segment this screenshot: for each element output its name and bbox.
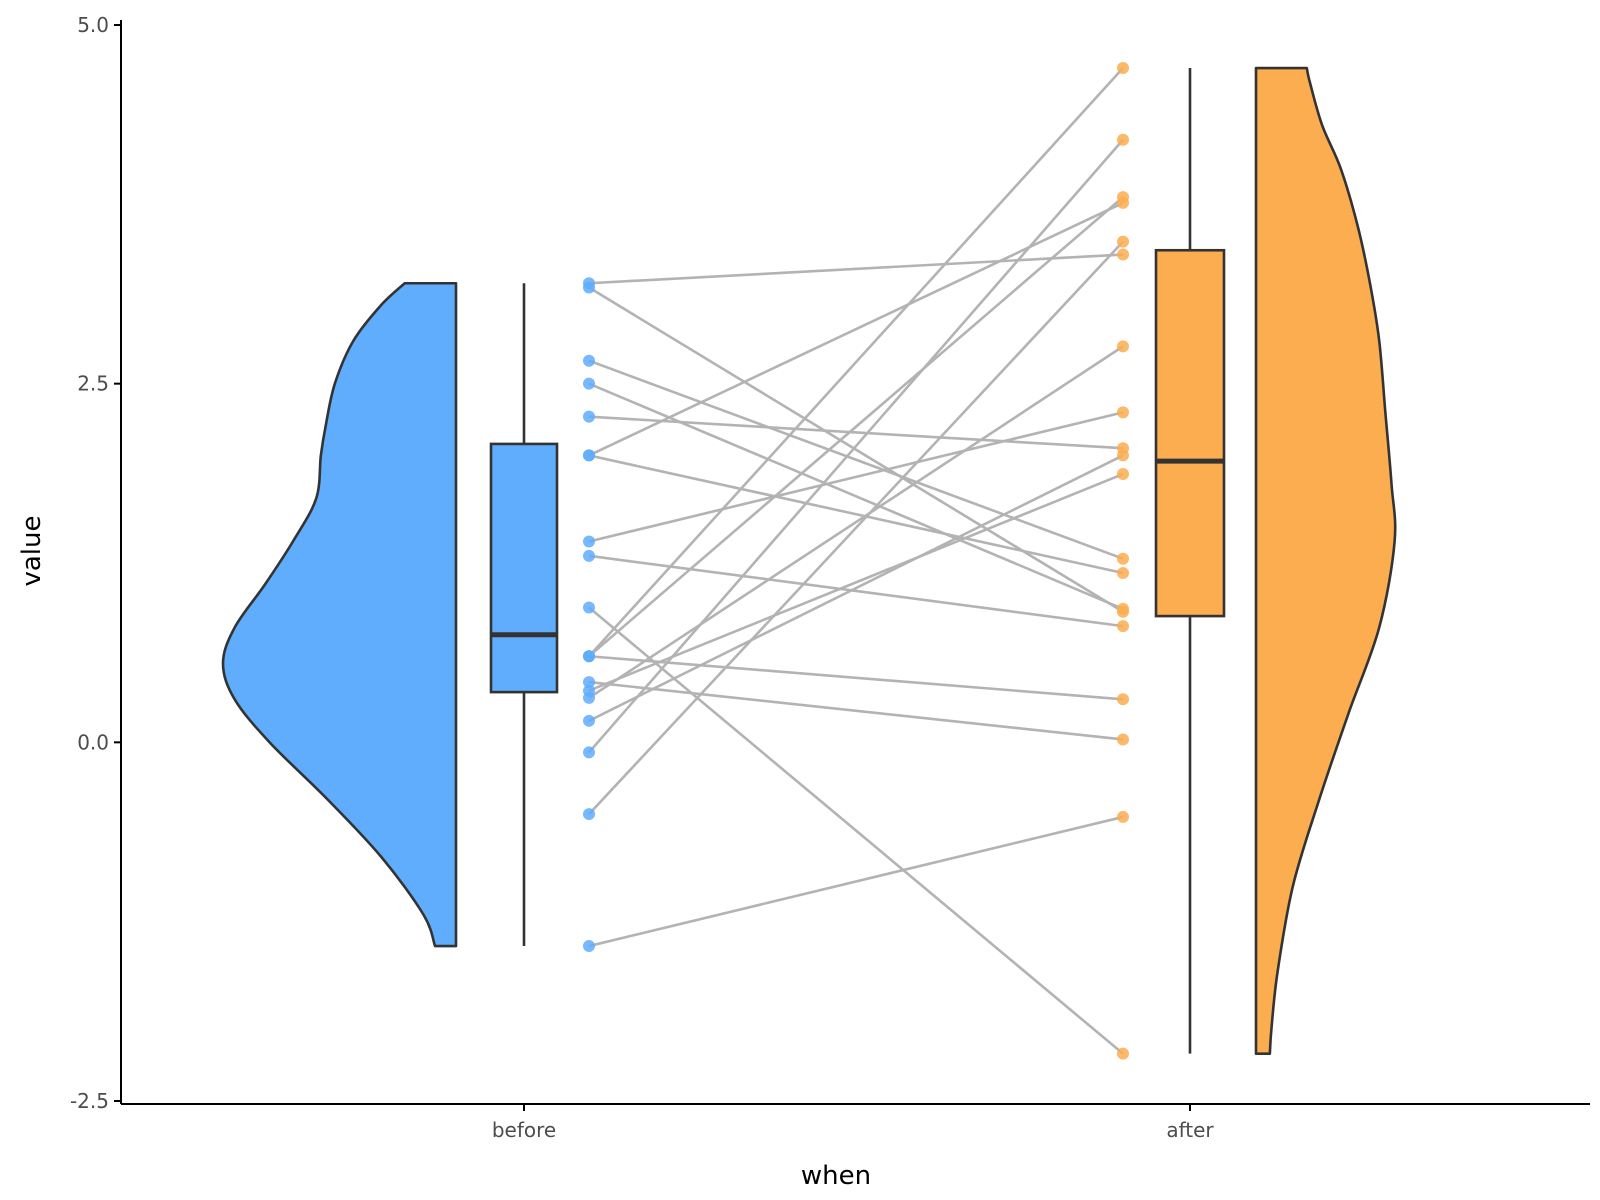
after-point bbox=[1117, 620, 1129, 633]
after-box bbox=[1154, 248, 1226, 618]
after-point bbox=[1117, 552, 1129, 565]
paired-line bbox=[588, 554, 1124, 628]
before-point bbox=[583, 449, 595, 462]
paired-line bbox=[588, 253, 1124, 285]
paired-line bbox=[588, 201, 1124, 457]
after-point bbox=[1117, 133, 1129, 146]
y-ticks: -2.5 0.0 2.5 5.0 bbox=[70, 13, 121, 1113]
before-point bbox=[583, 601, 595, 614]
y-tick-label: 2.5 bbox=[77, 372, 109, 396]
paired-line bbox=[588, 815, 1124, 948]
paired-line bbox=[588, 382, 1124, 611]
paired-line bbox=[588, 345, 1124, 699]
paired-line bbox=[588, 196, 1124, 658]
before-point bbox=[583, 377, 595, 390]
before-point bbox=[583, 281, 595, 294]
after-point bbox=[1117, 733, 1129, 746]
before-point bbox=[583, 535, 595, 548]
after-point bbox=[1117, 340, 1129, 353]
before-density-cloud bbox=[221, 281, 458, 948]
paired-lines-layer bbox=[588, 67, 1124, 1055]
paired-line bbox=[588, 606, 1124, 1055]
before-point bbox=[583, 808, 595, 821]
after-point bbox=[1117, 235, 1129, 248]
before-box bbox=[489, 442, 559, 694]
paired-line bbox=[588, 411, 1124, 543]
x-ticks: before after bbox=[492, 1104, 1214, 1142]
x-tick-label: before bbox=[492, 1118, 556, 1142]
y-tick-label: 5.0 bbox=[77, 13, 109, 37]
x-tick-label: after bbox=[1166, 1118, 1214, 1142]
before-point bbox=[583, 650, 595, 663]
before-point bbox=[583, 410, 595, 423]
paired-line bbox=[588, 454, 1124, 575]
paired-line bbox=[588, 472, 1124, 692]
before-point bbox=[583, 940, 595, 953]
paired-line bbox=[588, 138, 1124, 754]
density-layer bbox=[221, 66, 1397, 1055]
after-point bbox=[1117, 62, 1129, 75]
x-axis-title: when bbox=[801, 1161, 871, 1191]
axes: -2.5 0.0 2.5 5.0 before after bbox=[70, 13, 1590, 1142]
boxplot-layer bbox=[489, 68, 1226, 1054]
paired-line bbox=[588, 359, 1124, 560]
paired-line bbox=[588, 454, 1124, 722]
y-tick-label: -2.5 bbox=[70, 1089, 109, 1113]
paired-line bbox=[588, 654, 1124, 701]
paired-line bbox=[588, 67, 1124, 658]
after-point bbox=[1117, 693, 1129, 706]
paired-line bbox=[588, 680, 1124, 741]
after-density-cloud bbox=[1254, 66, 1397, 1055]
y-axis-title: value bbox=[17, 515, 47, 586]
after-point bbox=[1117, 567, 1129, 580]
before-point bbox=[583, 746, 595, 759]
paired-line bbox=[588, 240, 1124, 815]
after-point bbox=[1117, 248, 1129, 261]
after-point bbox=[1117, 810, 1129, 823]
before-point bbox=[583, 676, 595, 689]
after-point bbox=[1117, 191, 1129, 204]
before-point bbox=[583, 549, 595, 562]
after-point bbox=[1117, 449, 1129, 462]
after-point bbox=[1117, 1047, 1129, 1060]
before-point bbox=[583, 714, 595, 727]
y-tick-label: 0.0 bbox=[77, 730, 109, 754]
before-point bbox=[583, 354, 595, 367]
after-point bbox=[1117, 605, 1129, 618]
paired-line bbox=[588, 286, 1124, 613]
points-layer bbox=[583, 62, 1129, 1060]
after-point bbox=[1117, 468, 1129, 481]
after-point bbox=[1117, 406, 1129, 419]
before-point bbox=[583, 691, 595, 704]
